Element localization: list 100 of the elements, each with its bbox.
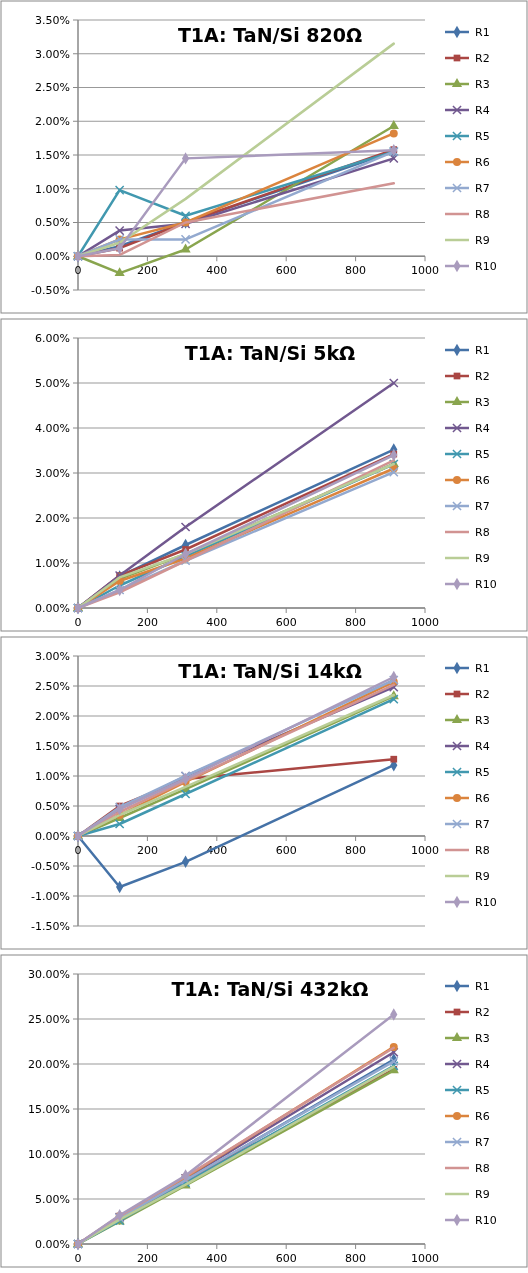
y-tick-label: 15.00% xyxy=(28,1102,70,1116)
y-tick-label: 5.00% xyxy=(35,376,70,390)
y-tick-label: 3.00% xyxy=(35,47,70,61)
legend-label: R10 xyxy=(475,895,497,909)
legend-label: R7 xyxy=(475,1135,490,1149)
legend-label: R7 xyxy=(475,181,490,195)
y-tick-label: 0.00% xyxy=(35,829,70,843)
x-tick-label: 800 xyxy=(345,264,367,278)
x-tick-label: 1000 xyxy=(411,844,439,857)
y-tick-label: -0.50% xyxy=(31,859,70,873)
legend-label: R6 xyxy=(475,473,490,487)
y-tick-label: -0.50% xyxy=(31,283,70,297)
legend-label: R4 xyxy=(475,103,490,117)
y-tick-label: 1.00% xyxy=(35,182,70,196)
y-tick-label: 4.00% xyxy=(35,421,70,435)
y-tick-label: 1.50% xyxy=(35,148,70,162)
x-tick-label: 200 xyxy=(136,1252,158,1265)
y-tick-label: 3.50% xyxy=(35,13,70,27)
y-tick-label: 10.00% xyxy=(28,1147,70,1161)
x-tick-label: 1000 xyxy=(411,1252,439,1265)
legend-label: R9 xyxy=(475,869,490,883)
x-tick-label: 600 xyxy=(275,616,297,629)
x-tick-label: 800 xyxy=(345,616,367,629)
chart-title: T1A: TaN/Si 14kΩ xyxy=(178,660,362,682)
x-tick-label: 0 xyxy=(74,844,82,857)
legend-label: R10 xyxy=(475,577,497,591)
y-tick-label: 2.50% xyxy=(35,679,70,693)
y-tick-label: 3.00% xyxy=(35,466,70,480)
x-tick-label: 200 xyxy=(136,844,158,857)
legend-label: R2 xyxy=(475,369,490,383)
legend-label: R3 xyxy=(475,713,490,727)
legend-label: R2 xyxy=(475,1005,490,1019)
legend-label: R5 xyxy=(475,129,490,143)
legend-label: R8 xyxy=(475,525,490,539)
x-tick-label: 400 xyxy=(206,1252,228,1265)
x-tick-label: 400 xyxy=(206,616,228,629)
y-tick-label: 0.00% xyxy=(35,601,70,615)
legend-label: R5 xyxy=(475,1083,490,1097)
legend-label: R3 xyxy=(475,77,490,91)
legend-label: R10 xyxy=(475,1213,497,1227)
legend-label: R1 xyxy=(475,979,490,993)
y-tick-label: 0.00% xyxy=(35,250,70,264)
legend-label: R9 xyxy=(475,233,490,247)
y-tick-label: 25.00% xyxy=(28,1012,70,1026)
legend-label: R8 xyxy=(475,843,490,857)
legend-label: R3 xyxy=(475,1031,490,1045)
x-tick-label: 800 xyxy=(345,1252,367,1265)
y-tick-label: 30.00% xyxy=(28,967,70,981)
chart-title: T1A: TaN/Si 820Ω xyxy=(177,24,363,46)
x-tick-label: 200 xyxy=(136,264,158,278)
chart-title: T1A: TaN/Si 5kΩ xyxy=(184,342,356,364)
legend-label: R5 xyxy=(475,447,490,461)
x-tick-label: 600 xyxy=(275,844,297,857)
x-tick-label: 1000 xyxy=(411,264,439,278)
y-tick-label: -1.00% xyxy=(31,889,70,903)
legend-label: R9 xyxy=(475,1187,490,1201)
legend-label: R3 xyxy=(475,395,490,409)
legend-label: R8 xyxy=(475,207,490,221)
legend-label: R4 xyxy=(475,421,490,435)
y-tick-label: 20.00% xyxy=(28,1057,70,1071)
legend-label: R4 xyxy=(475,1057,490,1071)
y-tick-label: 2.00% xyxy=(35,511,70,525)
x-tick-label: 200 xyxy=(136,616,158,629)
y-tick-label: 3.00% xyxy=(35,649,70,663)
x-tick-label: 400 xyxy=(206,264,228,278)
legend-label: R6 xyxy=(475,1109,490,1123)
y-tick-label: 2.50% xyxy=(35,81,70,95)
chart-title: T1A: TaN/Si 432kΩ xyxy=(171,978,369,1000)
y-tick-label: 0.00% xyxy=(35,1237,70,1251)
y-tick-label: 1.00% xyxy=(35,556,70,570)
legend-label: R7 xyxy=(475,499,490,513)
y-tick-label: 2.00% xyxy=(35,115,70,129)
y-tick-label: 6.00% xyxy=(35,331,70,345)
y-tick-label: 2.00% xyxy=(35,709,70,723)
legend-label: R6 xyxy=(475,791,490,805)
y-tick-label: 5.00% xyxy=(35,1192,70,1206)
x-tick-label: 0 xyxy=(74,616,82,629)
y-tick-label: 1.50% xyxy=(35,739,70,753)
legend-label: R2 xyxy=(475,687,490,701)
x-tick-label: 600 xyxy=(275,264,297,278)
legend-label: R7 xyxy=(475,817,490,831)
legend-label: R10 xyxy=(475,259,497,273)
legend-label: R8 xyxy=(475,1161,490,1175)
legend-label: R9 xyxy=(475,551,490,565)
y-tick-label: 1.00% xyxy=(35,769,70,783)
y-tick-label: -1.50% xyxy=(31,919,70,933)
legend-label: R6 xyxy=(475,155,490,169)
legend-label: R4 xyxy=(475,739,490,753)
legend-label: R1 xyxy=(475,25,490,39)
x-tick-label: 1000 xyxy=(411,616,439,629)
x-tick-label: 0 xyxy=(74,264,82,278)
x-tick-label: 0 xyxy=(74,1252,82,1265)
y-tick-label: 0.50% xyxy=(35,216,70,230)
legend-label: R2 xyxy=(475,51,490,65)
y-tick-label: 0.50% xyxy=(35,799,70,813)
x-tick-label: 600 xyxy=(275,1252,297,1265)
legend-label: R1 xyxy=(475,343,490,357)
legend-label: R5 xyxy=(475,765,490,779)
x-tick-label: 800 xyxy=(345,844,367,857)
legend-label: R1 xyxy=(475,661,490,675)
